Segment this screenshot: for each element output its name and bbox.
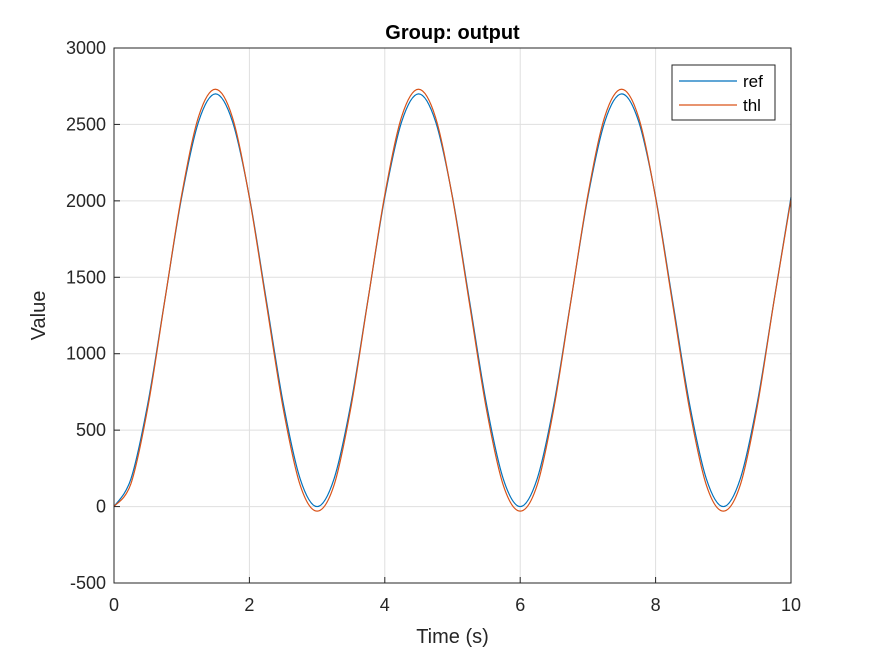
series-line-thl [113, 88, 792, 512]
legend-label-thl: thl [743, 96, 761, 115]
y-tick-label: 500 [76, 420, 106, 440]
legend: ref thl [671, 64, 776, 121]
x-axis-label: Time (s) [416, 626, 489, 648]
y-tick-label: 1500 [66, 267, 106, 287]
x-tick-label: 0 [109, 595, 119, 615]
legend-label-ref: ref [743, 72, 763, 91]
chart-title: Group: output [385, 22, 520, 44]
y-tick-label: 0 [96, 497, 106, 517]
x-tick-label: 4 [380, 595, 390, 615]
axis-ticks [113, 47, 792, 584]
series-group [113, 88, 792, 512]
x-tick-label: 10 [781, 595, 801, 615]
y-tick-label: 1000 [66, 344, 106, 364]
x-tick-label: 2 [244, 595, 254, 615]
y-tick-label: 2500 [66, 114, 106, 134]
y-tick-label: 3000 [66, 38, 106, 58]
x-tick-label: 6 [515, 595, 525, 615]
axes-box [113, 47, 792, 584]
legend-box [671, 64, 776, 121]
x-tick-label: 8 [651, 595, 661, 615]
y-axis-label: Value [28, 291, 50, 341]
plot-area [114, 48, 791, 583]
y-tick-label: 2000 [66, 191, 106, 211]
y-tick-label: -500 [70, 573, 106, 593]
